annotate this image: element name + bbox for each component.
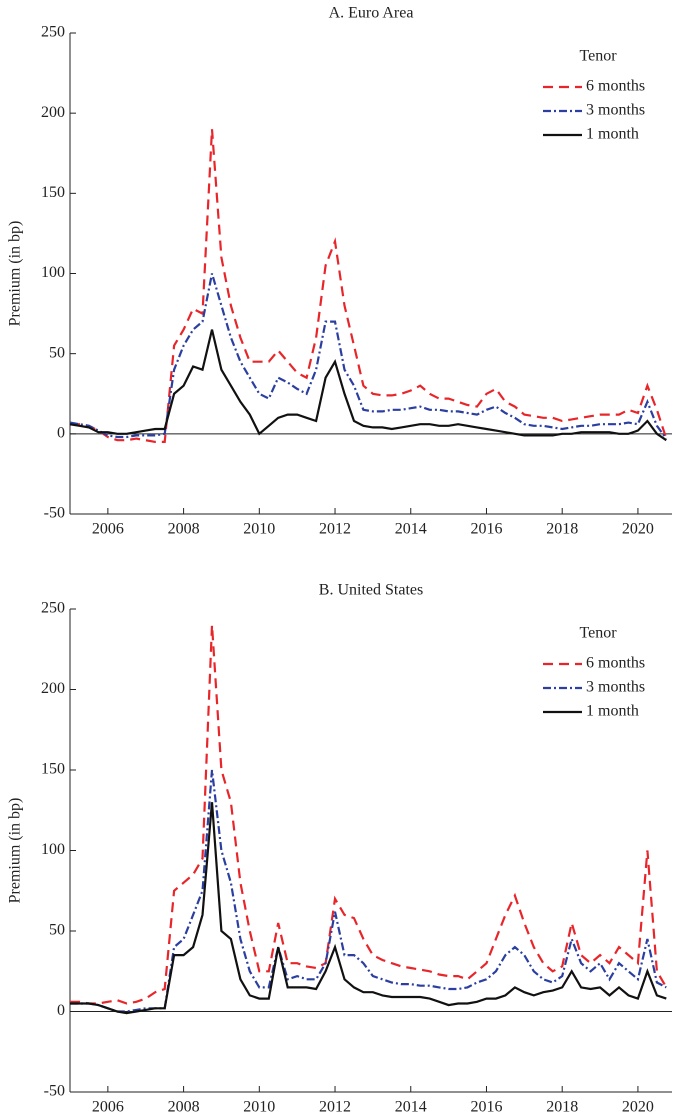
x-tick-label: 2006 [92, 521, 124, 538]
series-line [70, 802, 667, 1015]
y-tick-label: 0 [57, 1002, 65, 1019]
y-axis-label: Premium (in bp) [7, 221, 24, 327]
y-tick-label: 250 [41, 600, 65, 617]
x-tick-label: 2020 [622, 1099, 654, 1116]
panel-title: B. United States [319, 582, 423, 599]
x-tick-label: 2020 [622, 521, 654, 538]
series-line [70, 769, 667, 1013]
y-axis-label: Premium (in bp) [7, 798, 24, 904]
series-line [70, 329, 667, 442]
panel-title: A. Euro Area [329, 5, 414, 22]
legend-label: 3 months [586, 679, 645, 696]
x-tick-label: 2014 [395, 1099, 427, 1116]
x-tick-label: 2018 [546, 521, 578, 538]
y-tick-label: 200 [41, 680, 65, 697]
legend-label: 6 months [586, 78, 645, 95]
legend-title: Tenor [579, 48, 617, 65]
x-tick-label: 2012 [319, 1099, 351, 1116]
x-tick-label: 2010 [243, 1099, 275, 1116]
legend-label: 1 month [586, 703, 639, 720]
y-tick-label: 150 [41, 761, 65, 778]
x-tick-label: 2006 [92, 1099, 124, 1116]
y-tick-label: 150 [41, 184, 65, 201]
x-tick-label: 2010 [243, 521, 275, 538]
x-tick-label: 2012 [319, 521, 351, 538]
series-line [70, 273, 668, 440]
x-tick-label: 2008 [168, 1099, 200, 1116]
x-tick-label: 2014 [395, 521, 427, 538]
y-tick-label: 100 [41, 841, 65, 858]
legend-label: 3 months [586, 102, 645, 119]
y-tick-label: 200 [41, 104, 65, 121]
y-tick-label: 100 [41, 264, 65, 281]
x-tick-label: 2016 [470, 1099, 502, 1116]
x-tick-label: 2016 [470, 521, 502, 538]
y-tick-label: 50 [49, 922, 65, 939]
panel: B. United States Premium (in bp) -50 0 50 100… [7, 582, 672, 1116]
panel: A. Euro Area Premium (in bp) -50 0 50 100 150 2… [7, 5, 672, 538]
y-tick-label: -50 [44, 505, 65, 522]
series-line [70, 625, 668, 1005]
legend-label: 6 months [586, 655, 645, 672]
x-tick-label: 2008 [168, 521, 200, 538]
y-tick-label: 250 [41, 24, 65, 41]
y-tick-label: 50 [49, 344, 65, 361]
y-tick-label: 0 [57, 425, 65, 442]
legend-label: 1 month [586, 126, 639, 143]
legend-title: Tenor [579, 625, 617, 642]
y-tick-label: -50 [44, 1083, 65, 1100]
x-tick-label: 2018 [546, 1099, 578, 1116]
series-line [70, 129, 668, 443]
